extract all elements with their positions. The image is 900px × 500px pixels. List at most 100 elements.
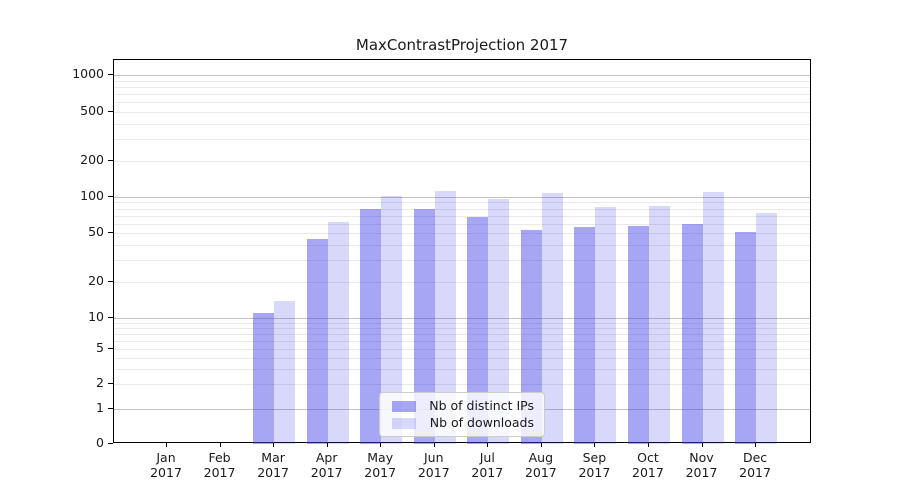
gridline-minor-70 — [114, 215, 810, 217]
y-tick-label-50: 50 — [88, 224, 104, 239]
bar-downloads-may-2017 — [381, 195, 403, 444]
bar-ips-apr-2017 — [306, 238, 328, 444]
gridline-minor-700 — [114, 94, 810, 96]
x-tick-label-aug-2017: Aug 2017 — [524, 450, 557, 480]
gridline-minor-800 — [114, 86, 810, 88]
x-tick-mark-3 — [273, 443, 275, 447]
y-tick-label-5: 5 — [96, 340, 104, 355]
bar-ips-sep-2017 — [574, 227, 596, 444]
x-tick-mark-7 — [487, 443, 489, 447]
gridline-minor-7 — [114, 333, 810, 335]
bar-downloads-dec-2017 — [756, 212, 778, 444]
x-tick-label-feb-2017: Feb 2017 — [203, 450, 236, 480]
x-tick-label-oct-2017: Oct 2017 — [632, 450, 664, 480]
gridline-minor-600 — [114, 102, 810, 104]
y-tick-mark-10 — [108, 317, 113, 318]
legend-item-downloads: Nb of downloads — [388, 416, 534, 430]
x-tick-label-mar-2017: Mar 2017 — [257, 450, 289, 480]
bar-downloads-apr-2017 — [327, 221, 349, 444]
y-tick-label-1: 1 — [96, 400, 104, 415]
gridline-minor-40 — [114, 244, 810, 246]
y-tick-mark-200 — [108, 160, 113, 161]
y-tick-label-1000: 1000 — [72, 66, 104, 81]
x-tick-label-nov-2017: Nov 2017 — [685, 450, 718, 480]
y-tick-mark-5 — [108, 348, 113, 349]
x-tick-mark-11 — [701, 443, 703, 447]
bar-ips-aug-2017 — [520, 229, 542, 444]
legend-swatch-downloads — [392, 417, 416, 429]
gridline-minor-900 — [114, 80, 810, 82]
x-tick-label-dec-2017: Dec 2017 — [739, 450, 771, 480]
x-tick-mark-1 — [166, 443, 167, 447]
bar-downloads-oct-2017 — [648, 206, 670, 444]
y-tick-mark-0 — [108, 443, 113, 444]
y-tick-label-500: 500 — [80, 103, 104, 118]
x-tick-label-sep-2017: Sep 2017 — [578, 450, 611, 480]
chart-title: MaxContrastProjection 2017 — [355, 36, 569, 54]
gridline-minor-20 — [114, 282, 810, 283]
bar-downloads-sep-2017 — [595, 207, 617, 444]
plot-area — [113, 59, 811, 444]
gridline-major-10 — [114, 318, 810, 319]
bar-ips-mar-2017 — [253, 313, 275, 444]
bar-ips-nov-2017 — [681, 223, 703, 444]
gridline-minor-8 — [114, 327, 810, 329]
gridline-minor-6 — [114, 340, 810, 342]
bar-ips-dec-2017 — [735, 231, 757, 444]
x-tick-mark-9 — [594, 443, 596, 447]
y-tick-label-100: 100 — [80, 188, 104, 203]
gridline-major-100 — [114, 197, 810, 198]
legend-label-downloads: Nb of downloads — [429, 415, 534, 430]
x-tick-mark-12 — [755, 443, 757, 447]
y-tick-label-10: 10 — [88, 309, 104, 324]
gridline-minor-500 — [114, 112, 810, 113]
y-tick-mark-2 — [108, 383, 113, 384]
x-tick-mark-2 — [219, 443, 221, 447]
bar-downloads-jul-2017 — [488, 199, 510, 444]
bar-ips-oct-2017 — [627, 226, 649, 444]
bar-downloads-jun-2017 — [434, 191, 456, 444]
x-tick-label-jan-2017: Jan 2017 — [150, 450, 182, 480]
gridline-minor-4 — [114, 357, 810, 359]
x-tick-mark-10 — [647, 443, 649, 447]
gridline-minor-80 — [114, 208, 810, 210]
legend-item-distinct-ips: Nb of distinct IPs — [388, 399, 534, 413]
y-tick-label-200: 200 — [80, 152, 104, 167]
gridline-minor-2 — [114, 384, 810, 385]
gridline-minor-50 — [114, 233, 810, 234]
x-tick-label-jun-2017: Jun 2017 — [417, 450, 450, 480]
y-tick-mark-100 — [108, 196, 113, 197]
x-tick-label-jul-2017: Jul 2017 — [471, 450, 504, 480]
x-tick-mark-6 — [433, 443, 435, 447]
bar-downloads-mar-2017 — [274, 300, 296, 444]
y-tick-label-2: 2 — [96, 375, 104, 390]
gridline-major-1000 — [114, 75, 810, 76]
gridline-minor-30 — [114, 260, 810, 262]
legend: Nb of distinct IPs Nb of downloads — [379, 392, 545, 437]
y-tick-label-0: 0 — [96, 435, 104, 450]
x-tick-mark-4 — [326, 443, 328, 447]
gridline-minor-300 — [114, 139, 810, 141]
gridline-minor-90 — [114, 202, 810, 204]
gridline-minor-5 — [114, 349, 810, 350]
y-tick-mark-1 — [108, 408, 113, 409]
bar-ips-jul-2017 — [467, 217, 489, 444]
gridline-minor-200 — [114, 161, 810, 162]
bar-ips-jun-2017 — [413, 208, 435, 444]
gridline-minor-400 — [114, 123, 810, 125]
x-tick-label-apr-2017: Apr 2017 — [310, 450, 343, 480]
x-tick-label-may-2017: May 2017 — [364, 450, 397, 480]
bar-downloads-aug-2017 — [541, 192, 563, 444]
y-tick-mark-1000 — [108, 74, 113, 75]
y-tick-mark-500 — [108, 111, 113, 112]
bar-ips-may-2017 — [360, 209, 382, 444]
bar-downloads-nov-2017 — [702, 192, 724, 444]
y-tick-label-20: 20 — [88, 273, 104, 288]
y-tick-mark-50 — [108, 232, 113, 233]
y-tick-mark-20 — [108, 281, 113, 282]
gridline-minor-9 — [114, 322, 810, 324]
x-tick-mark-5 — [380, 443, 382, 447]
x-tick-mark-8 — [540, 443, 542, 447]
legend-label-distinct-ips: Nb of distinct IPs — [429, 398, 534, 413]
